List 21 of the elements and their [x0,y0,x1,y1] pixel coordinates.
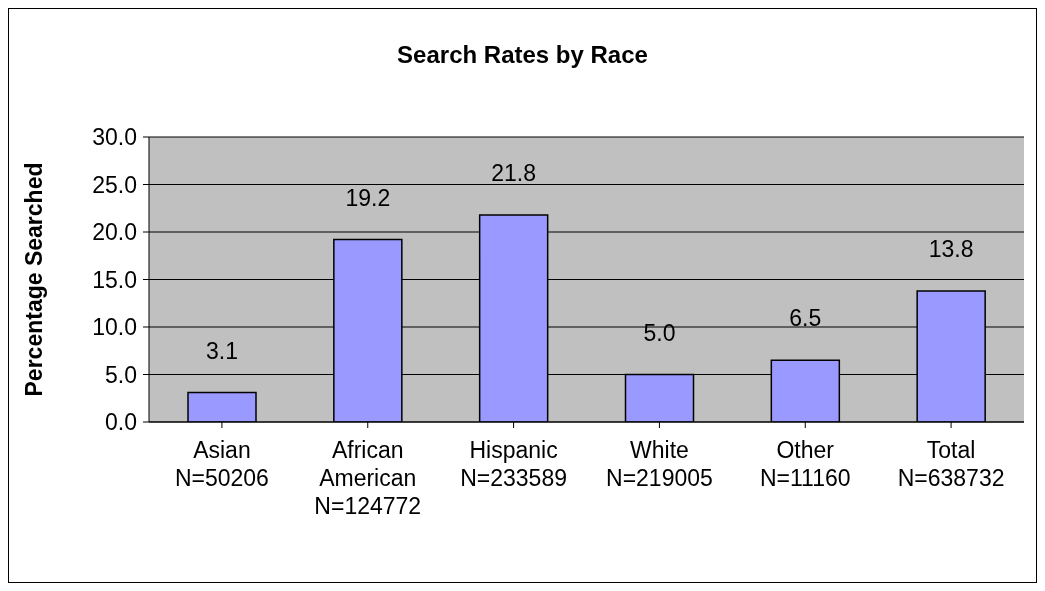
x-tick-label: Total N=638732 [897,437,1005,491]
data-label: 5.0 [643,319,676,346]
x-tick-label: White N=219005 [606,437,713,491]
x-tick-label: Hispanic N=233589 [460,437,567,491]
chart-title: Search Rates by Race [396,41,649,69]
y-tick-label: 5.0 [105,361,137,388]
x-tick-label: African American N=124772 [314,437,422,519]
y-tick-label: 15.0 [92,266,137,293]
y-tick-label: 0.0 [105,409,137,436]
data-label: 19.2 [345,184,391,211]
data-label: 21.8 [491,159,537,186]
y-tick-label: 10.0 [92,314,137,341]
x-tick-label: Asian N=50206 [174,437,269,491]
x-tick-label: Other N=11160 [759,437,851,491]
y-tick-label: 20.0 [92,219,137,246]
data-label: 3.1 [206,337,238,364]
data-label: 13.8 [928,235,974,262]
y-tick-label: 30.0 [92,124,137,151]
y-axis-title: Percentage Searched [21,162,48,397]
data-label: 6.5 [789,305,822,332]
y-tick-label: 25.0 [92,171,137,198]
